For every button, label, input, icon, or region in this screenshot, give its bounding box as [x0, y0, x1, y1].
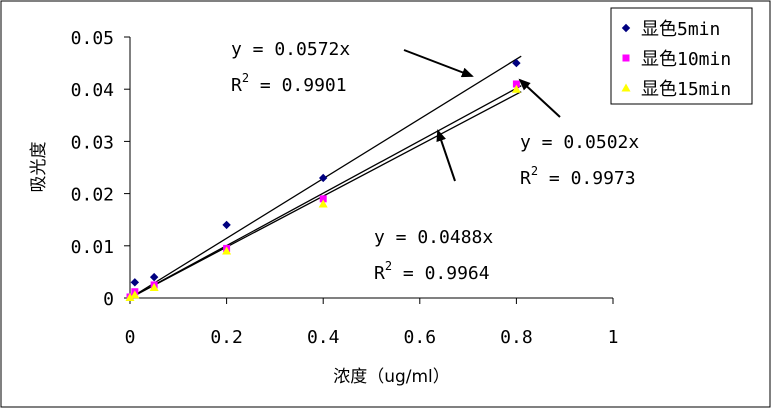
x-axis-title: 浓度（ug/ml） — [333, 367, 450, 387]
x-tick-label: 0.2 — [210, 327, 243, 348]
y-tick-label: 0.04 — [71, 80, 114, 101]
y-tick-label: 0.01 — [71, 237, 114, 258]
trendline-2 — [129, 85, 522, 299]
legend-label-3: 显色15min — [641, 79, 731, 100]
r2-label-1: R2 = 0.9901 — [231, 71, 347, 96]
arrow-series-1 — [403, 49, 474, 78]
data-point-series-1 — [149, 272, 159, 282]
data-point-series-3 — [318, 199, 328, 208]
legend-marker-3 — [621, 83, 631, 92]
data-point-series-3 — [511, 84, 521, 93]
data-point-series-3 — [149, 283, 159, 292]
x-tick-label: 1 — [608, 327, 619, 348]
r2-label-3: R2 = 0.9964 — [374, 259, 490, 284]
x-tick-label: 0 — [125, 327, 136, 348]
x-tick-label: 0.6 — [404, 327, 437, 348]
equation-label-2: y = 0.0502x — [520, 132, 639, 153]
annotations-group: y = 0.0572x R2 = 0.9901 y = 0.0502x R2 = 0.… — [231, 39, 639, 284]
data-point-series-2 — [319, 195, 327, 203]
y-tick-label: 0 — [103, 289, 114, 310]
data-point-series-3 — [222, 246, 232, 255]
y-tick-label: 0.03 — [71, 132, 114, 153]
trendline-3 — [129, 91, 522, 299]
axes-group: 0 0.2 0.4 0.6 0.8 1 0 0.01 0.02 0.03 0.04 0.05 浓度（ug… — [29, 28, 618, 387]
r2-label-2: R2 = 0.9973 — [520, 164, 636, 189]
legend: 显色5min 显色10min 显色15min — [610, 7, 753, 105]
legend-marker-1 — [621, 23, 631, 33]
data-point-series-1 — [130, 278, 140, 287]
data-point-series-3 — [125, 292, 135, 301]
arrow-series-3 — [436, 129, 456, 182]
data-point-series-1 — [512, 58, 521, 68]
data-point-series-3 — [130, 290, 140, 299]
data-point-series-2 — [512, 80, 520, 88]
equation-label-3: y = 0.0488x — [374, 227, 493, 248]
equation-label-1: y = 0.0572x — [231, 39, 350, 60]
y-tick-label: 0.02 — [71, 185, 114, 206]
markers-group — [125, 58, 521, 301]
legend-label-1: 显色5min — [641, 19, 720, 40]
legend-label-2: 显色10min — [641, 49, 731, 70]
y-axis-title: 吸光度 — [29, 142, 49, 193]
legend-marker-2 — [622, 54, 630, 62]
data-point-series-1 — [222, 220, 231, 230]
y-tick-label: 0.05 — [71, 28, 114, 49]
legend-box — [610, 7, 753, 105]
data-point-series-1 — [318, 173, 328, 183]
arrow-series-2 — [518, 78, 561, 118]
x-tick-label: 0.4 — [307, 327, 340, 348]
x-tick-label: 0.8 — [500, 327, 533, 348]
